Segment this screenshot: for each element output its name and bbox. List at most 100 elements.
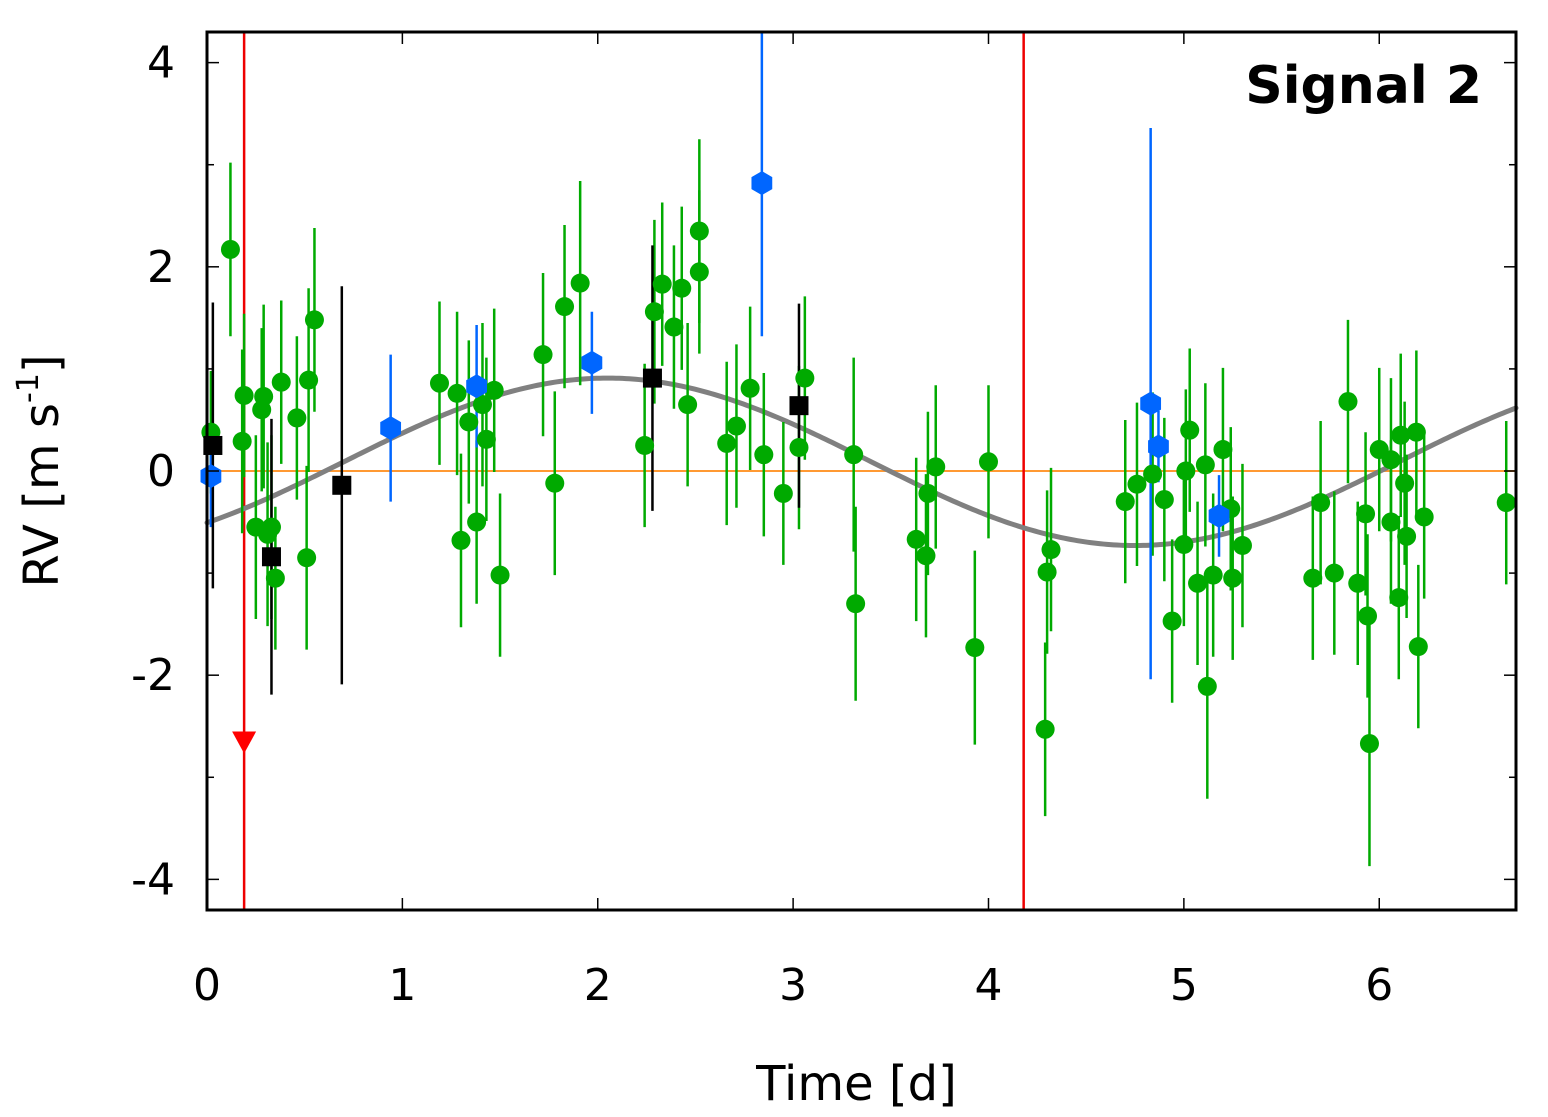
- green-data-point: [1338, 392, 1358, 412]
- green-data-point: [490, 565, 510, 585]
- blue-data-point: [751, 171, 773, 196]
- green-data-point: [1223, 568, 1243, 588]
- green-data-point: [846, 594, 866, 614]
- green-data-point: [1143, 464, 1163, 484]
- green-data-point: [1180, 420, 1200, 440]
- y-tick-label: -4: [131, 854, 175, 905]
- y-tick-label: -2: [131, 650, 175, 701]
- green-data-point: [916, 546, 936, 566]
- green-data-point: [1356, 504, 1376, 524]
- y-tick-label: 2: [147, 242, 175, 293]
- data-points: [200, 171, 1516, 754]
- x-axis-title: Time [d]: [755, 1056, 957, 1112]
- green-data-point: [297, 548, 317, 568]
- green-data-point: [1162, 611, 1182, 631]
- y-axis-title-superscript: -1: [11, 373, 46, 403]
- green-data-point: [1496, 493, 1516, 513]
- green-data-point: [1395, 473, 1415, 493]
- green-data-point: [1303, 568, 1323, 588]
- y-axis-title: RV [m s-1]: [11, 354, 70, 587]
- black-data-point: [789, 396, 809, 416]
- green-data-point: [1174, 535, 1194, 555]
- green-data-point: [1406, 422, 1426, 442]
- green-data-point: [635, 435, 655, 455]
- green-data-point: [1154, 490, 1174, 510]
- green-data-point: [220, 239, 240, 259]
- signal-label: Signal 2: [1245, 56, 1482, 116]
- y-axis-title-close: ]: [14, 354, 70, 373]
- green-data-point: [304, 310, 324, 330]
- green-data-point: [1176, 461, 1196, 481]
- green-data-point: [906, 529, 926, 549]
- green-data-point: [1037, 562, 1057, 582]
- green-data-point: [1381, 512, 1401, 532]
- green-data-point: [1127, 474, 1147, 494]
- green-data-point: [795, 368, 815, 388]
- green-data-point: [1188, 573, 1208, 593]
- green-data-point: [1381, 450, 1401, 470]
- green-data-point: [1035, 719, 1055, 739]
- green-data-point: [271, 372, 291, 392]
- green-data-point: [467, 512, 487, 532]
- green-data-point: [254, 386, 274, 406]
- green-data-point: [1213, 440, 1233, 460]
- x-tick-label: 0: [193, 960, 221, 1011]
- upper-limit-marker: [232, 731, 257, 754]
- x-tick-label: 5: [1170, 960, 1198, 1011]
- blue-data-point: [1208, 503, 1230, 528]
- axis-ticks: 4 2 0 -2 -4 0 1 2 3 4 5 6: [131, 32, 1516, 1011]
- green-data-point: [918, 483, 938, 503]
- green-data-point: [726, 416, 746, 436]
- x-tick-label: 6: [1365, 960, 1393, 1011]
- green-data-point: [1414, 507, 1434, 527]
- green-data-point: [926, 457, 946, 477]
- green-data-point: [459, 412, 479, 432]
- green-data-point: [1408, 637, 1428, 657]
- green-data-point: [689, 221, 709, 241]
- y-axis-title-main: RV [m s: [14, 403, 70, 588]
- green-data-point: [740, 378, 760, 398]
- black-data-point: [261, 547, 281, 567]
- green-data-point: [533, 345, 553, 365]
- green-data-point: [447, 383, 467, 403]
- blue-data-point: [466, 374, 488, 399]
- x-tick-label: 2: [584, 960, 612, 1011]
- green-data-point: [570, 273, 590, 293]
- green-data-point: [1389, 588, 1409, 608]
- green-data-point: [1358, 606, 1378, 626]
- green-data-point: [965, 638, 985, 658]
- x-tick-label: 1: [388, 960, 416, 1011]
- green-data-point: [717, 433, 737, 453]
- green-data-point: [754, 445, 774, 465]
- green-data-point: [1324, 563, 1344, 583]
- green-data-point: [644, 302, 664, 322]
- green-data-point: [789, 438, 809, 458]
- green-data-point: [484, 380, 504, 400]
- green-data-point: [978, 452, 998, 472]
- black-data-point: [332, 475, 352, 495]
- green-data-point: [1348, 573, 1368, 593]
- blue-data-point: [1148, 434, 1169, 459]
- green-data-point: [545, 473, 565, 493]
- green-data-point: [652, 274, 672, 294]
- green-data-point: [664, 317, 684, 337]
- green-data-point: [1232, 536, 1252, 556]
- blue-data-point: [380, 416, 402, 441]
- black-data-point: [642, 368, 662, 388]
- x-tick-label: 3: [779, 960, 807, 1011]
- green-data-point: [232, 431, 252, 451]
- green-data-point: [1203, 565, 1223, 585]
- blue-data-point: [1140, 391, 1162, 416]
- green-data-point: [299, 370, 319, 390]
- y-tick-label: 4: [147, 38, 175, 89]
- green-data-point: [476, 429, 496, 449]
- green-data-point: [451, 530, 471, 550]
- green-data-point: [1359, 734, 1379, 754]
- green-data-point: [1115, 492, 1135, 512]
- green-data-point: [1391, 425, 1411, 445]
- green-data-point: [555, 297, 575, 317]
- green-data-point: [1041, 540, 1061, 560]
- green-data-point: [1397, 526, 1417, 546]
